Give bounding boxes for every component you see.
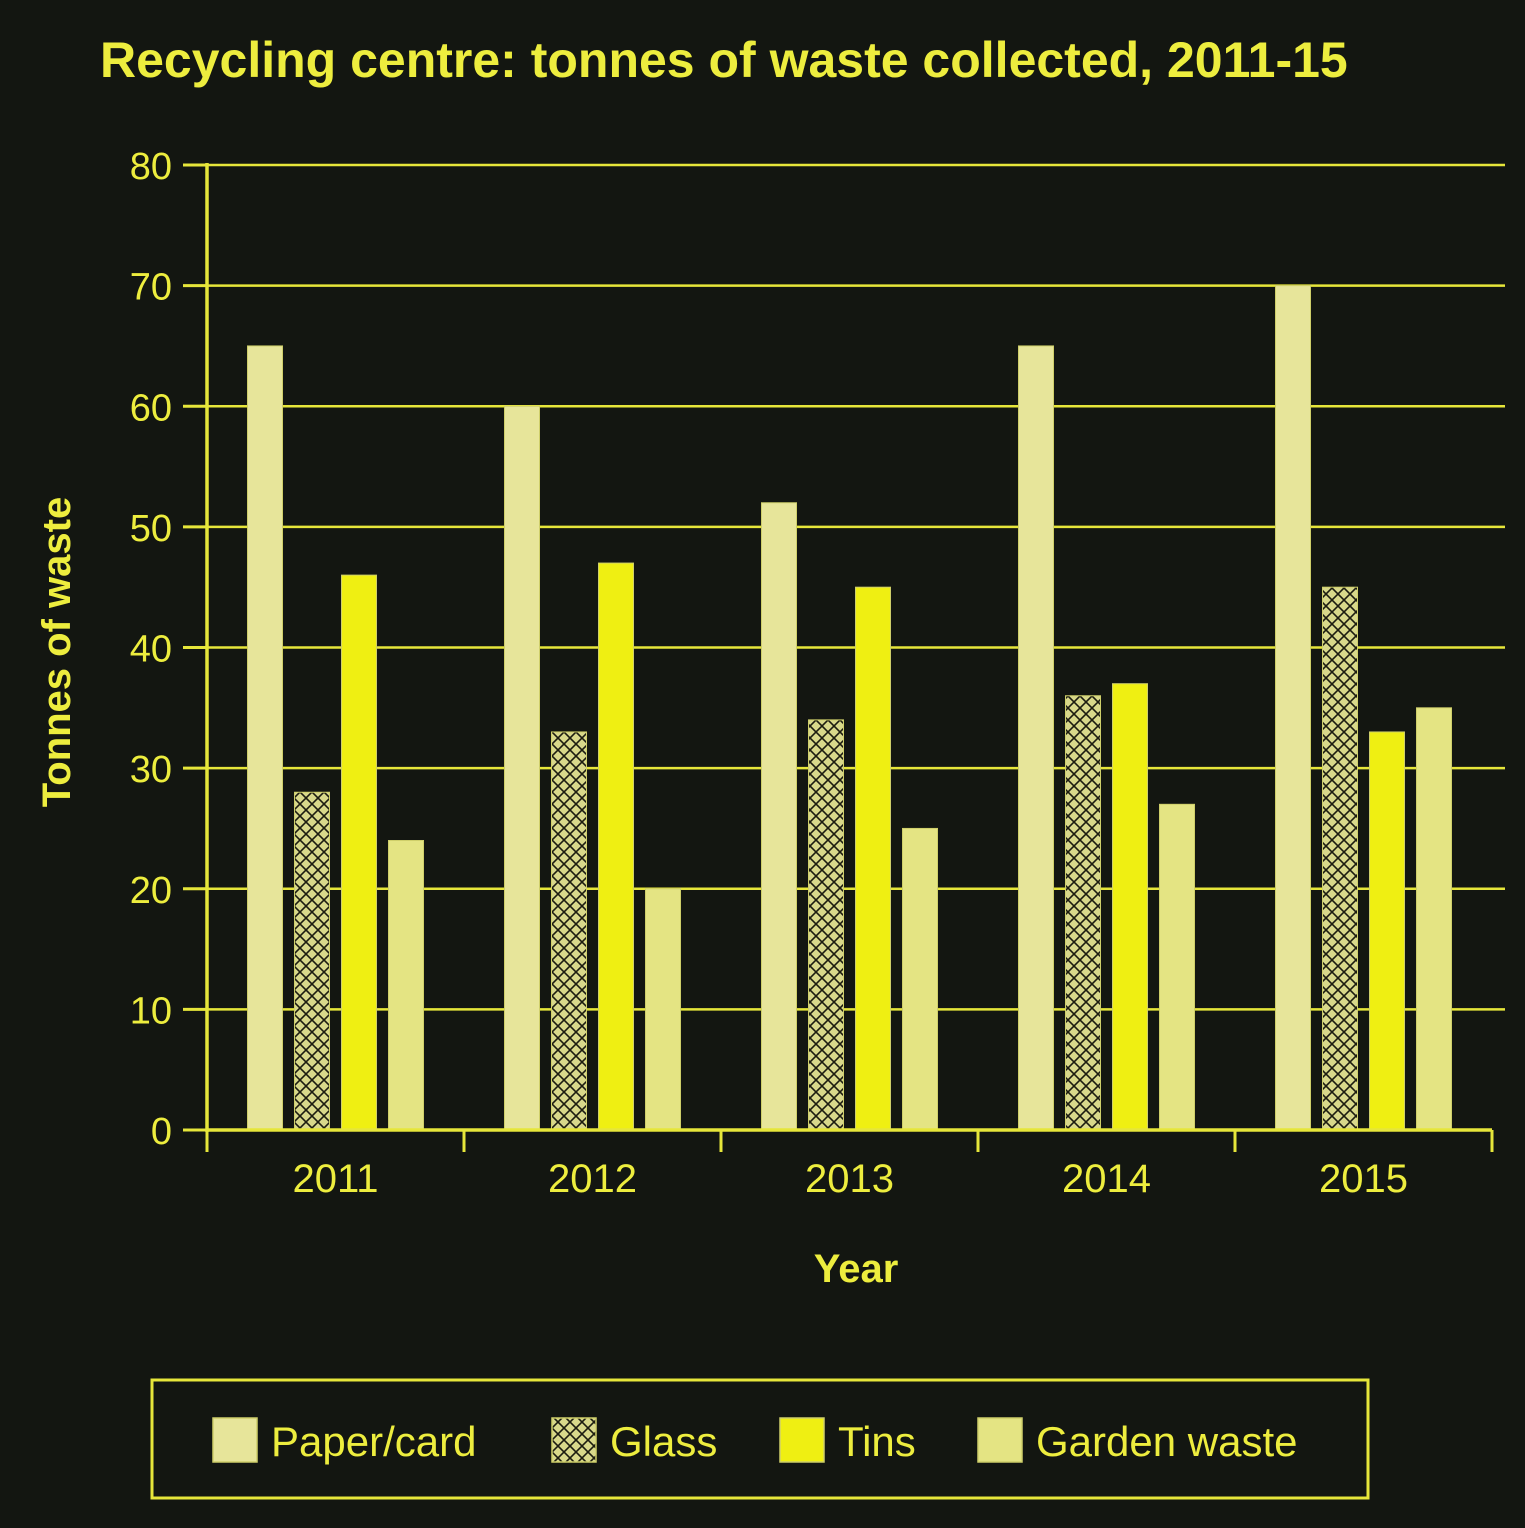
bar (808, 719, 844, 1131)
legend-items: Paper/card Glass Tins Garden waste (212, 1417, 1297, 1465)
bar (598, 562, 634, 1131)
y-tick-label: 10 (130, 990, 172, 1032)
bar (294, 791, 330, 1131)
bar (551, 731, 587, 1131)
chart-title: Recycling centre: tonnes of waste collec… (100, 32, 1348, 88)
bar (1322, 586, 1358, 1131)
bar (504, 405, 540, 1131)
bar (1112, 683, 1148, 1131)
legend-swatch (212, 1417, 258, 1463)
legend-label: Glass (610, 1418, 717, 1465)
legend-swatch (551, 1417, 597, 1463)
legend-frame (150, 1378, 1370, 1500)
bar (761, 502, 797, 1131)
y-tick-label: 0 (151, 1111, 172, 1153)
legend-label: Garden waste (1036, 1418, 1297, 1465)
y-tick-label: 20 (130, 870, 172, 912)
bar (855, 586, 891, 1131)
x-tick-label: 2014 (1062, 1157, 1151, 1201)
bar (902, 827, 938, 1131)
bar (341, 574, 377, 1131)
y-tick-labels: 0 10 20 30 40 50 60 70 80 (130, 146, 172, 1153)
y-axis-title: Tonnes of waste (35, 497, 79, 807)
bar (388, 840, 424, 1131)
y-tick-label: 50 (130, 508, 172, 550)
bar (1369, 731, 1405, 1131)
x-tick-labels: 2011 2012 2013 2014 2015 (292, 1157, 1408, 1201)
x-tick-label: 2015 (1319, 1157, 1408, 1201)
bar (1065, 695, 1101, 1131)
bar (1018, 345, 1054, 1131)
y-tick-label: 40 (130, 629, 172, 671)
x-tick-label: 2011 (292, 1157, 378, 1201)
bar-group (247, 285, 1452, 1131)
axes (183, 163, 1494, 1152)
legend-swatch (779, 1417, 825, 1463)
legend: Paper/card Glass Tins Garden waste (150, 1378, 1370, 1500)
bar (1159, 803, 1195, 1131)
bar (247, 345, 283, 1131)
bar (1416, 707, 1452, 1131)
y-tick-label: 60 (130, 387, 172, 429)
legend-label: Tins (838, 1418, 916, 1465)
x-axis-title: Year (814, 1247, 899, 1291)
x-tick-label: 2013 (805, 1157, 894, 1201)
y-tick-label: 80 (130, 146, 172, 188)
bar (645, 888, 681, 1131)
legend-swatch (977, 1417, 1023, 1463)
bar (1275, 285, 1311, 1131)
x-tick-label: 2012 (548, 1157, 637, 1201)
legend-label: Paper/card (271, 1418, 476, 1465)
y-tick-label: 70 (130, 267, 172, 309)
y-tick-label: 30 (130, 749, 172, 791)
